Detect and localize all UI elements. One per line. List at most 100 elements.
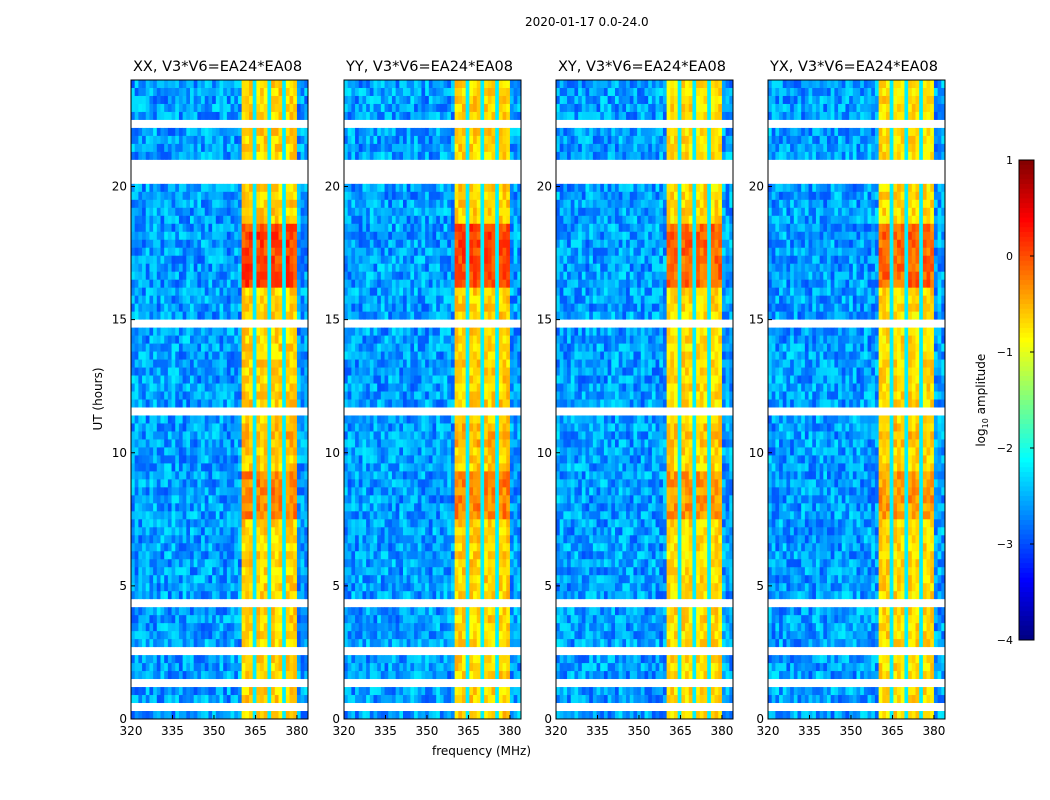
heatmap-cell bbox=[156, 335, 161, 344]
heatmap-cell bbox=[237, 271, 243, 281]
heatmap-cell bbox=[366, 143, 371, 153]
heatmap-cell bbox=[296, 535, 302, 544]
heatmap-cell bbox=[252, 463, 257, 472]
heatmap-cell bbox=[197, 663, 202, 672]
heatmap-cell bbox=[480, 255, 485, 265]
heatmap-cell bbox=[517, 103, 522, 113]
heatmap-cell bbox=[178, 519, 184, 528]
heatmap-cell bbox=[285, 575, 290, 584]
heatmap-cell bbox=[186, 223, 191, 233]
heatmap-cell bbox=[215, 359, 220, 368]
heatmap-cell bbox=[223, 631, 228, 640]
heatmap-cell bbox=[388, 223, 393, 233]
heatmap-cell bbox=[480, 111, 485, 121]
heatmap-cell bbox=[417, 247, 422, 257]
heatmap-cell bbox=[138, 487, 143, 496]
heatmap-cell bbox=[241, 303, 246, 313]
heatmap-cell bbox=[296, 655, 302, 664]
heatmap-cell bbox=[160, 559, 165, 568]
heatmap-cell bbox=[260, 359, 265, 368]
heatmap-cell bbox=[469, 191, 474, 201]
heatmap-cell bbox=[285, 711, 290, 720]
heatmap-cell bbox=[215, 391, 220, 400]
heatmap-cell bbox=[175, 631, 180, 640]
heatmap-cell bbox=[249, 471, 254, 480]
heatmap-cell bbox=[208, 631, 213, 640]
heatmap-cell bbox=[190, 239, 195, 249]
heatmap-cell bbox=[215, 399, 220, 408]
heatmap-cell bbox=[369, 183, 374, 193]
heatmap-cell bbox=[465, 95, 470, 105]
heatmap-cell bbox=[473, 255, 478, 265]
heatmap-cell bbox=[300, 399, 305, 408]
heatmap-cell bbox=[267, 703, 272, 712]
heatmap-cell bbox=[186, 151, 191, 161]
heatmap-cell bbox=[193, 607, 198, 616]
heatmap-cell bbox=[208, 287, 213, 297]
heatmap-cell bbox=[219, 519, 224, 528]
heatmap-cell bbox=[230, 527, 235, 536]
heatmap-cell bbox=[274, 687, 279, 696]
heatmap-cell bbox=[300, 655, 305, 664]
heatmap-cell bbox=[293, 215, 298, 225]
heatmap-cell bbox=[230, 135, 235, 145]
heatmap-cell bbox=[517, 159, 522, 169]
heatmap-cell bbox=[193, 511, 198, 520]
heatmap-cell bbox=[289, 191, 294, 201]
heatmap-cell bbox=[153, 535, 158, 544]
heatmap-cell bbox=[212, 583, 217, 592]
heatmap-cell bbox=[197, 559, 202, 568]
heatmap-cell bbox=[204, 415, 209, 424]
heatmap-cell bbox=[414, 231, 419, 241]
heatmap-cell bbox=[204, 303, 209, 313]
heatmap-cell bbox=[296, 447, 302, 456]
heatmap-cell bbox=[274, 95, 279, 105]
heatmap-cell bbox=[160, 655, 165, 664]
heatmap-cell bbox=[458, 95, 463, 105]
heatmap-cell bbox=[215, 351, 220, 360]
heatmap-cell bbox=[278, 455, 283, 464]
heatmap-cell bbox=[267, 447, 272, 456]
heatmap-cell bbox=[388, 111, 393, 121]
heatmap-cell bbox=[149, 415, 154, 424]
heatmap-cell bbox=[406, 191, 411, 201]
heatmap-cell bbox=[131, 175, 136, 185]
heatmap-cell bbox=[267, 591, 272, 600]
heatmap-cell bbox=[260, 127, 265, 137]
heatmap-cell bbox=[226, 311, 231, 321]
heatmap-cell bbox=[274, 263, 279, 273]
heatmap-cell bbox=[197, 655, 202, 664]
heatmap-cell bbox=[296, 271, 302, 281]
heatmap-cell bbox=[458, 223, 463, 233]
heatmap-cell bbox=[487, 167, 492, 177]
heatmap-cell bbox=[201, 143, 206, 153]
heatmap-cell bbox=[237, 207, 243, 217]
heatmap-cell bbox=[293, 703, 298, 712]
heatmap-cell bbox=[134, 551, 139, 560]
heatmap-cell bbox=[249, 223, 254, 233]
heatmap-cell bbox=[171, 599, 176, 608]
heatmap-cell bbox=[208, 319, 213, 329]
heatmap-cell bbox=[285, 199, 290, 209]
heatmap-cell bbox=[473, 183, 478, 193]
heatmap-cell bbox=[190, 327, 195, 336]
heatmap-cell bbox=[171, 399, 176, 408]
heatmap-cell bbox=[178, 375, 184, 384]
heatmap-cell bbox=[293, 191, 298, 201]
heatmap-cell bbox=[245, 119, 250, 129]
heatmap-cell bbox=[282, 391, 287, 400]
heatmap-cell bbox=[142, 631, 147, 640]
heatmap-cell bbox=[182, 383, 187, 392]
heatmap-cell bbox=[476, 111, 481, 121]
heatmap-cell bbox=[197, 111, 202, 121]
heatmap-cell bbox=[458, 191, 463, 201]
heatmap-cell bbox=[351, 167, 356, 177]
heatmap-cell bbox=[160, 399, 165, 408]
heatmap-cell bbox=[263, 80, 268, 89]
heatmap-cell bbox=[149, 103, 154, 113]
heatmap-cell bbox=[241, 663, 246, 672]
heatmap-cell bbox=[134, 303, 139, 313]
heatmap-cell bbox=[241, 631, 246, 640]
heatmap-cell bbox=[215, 271, 220, 281]
heatmap-cell bbox=[156, 567, 161, 576]
